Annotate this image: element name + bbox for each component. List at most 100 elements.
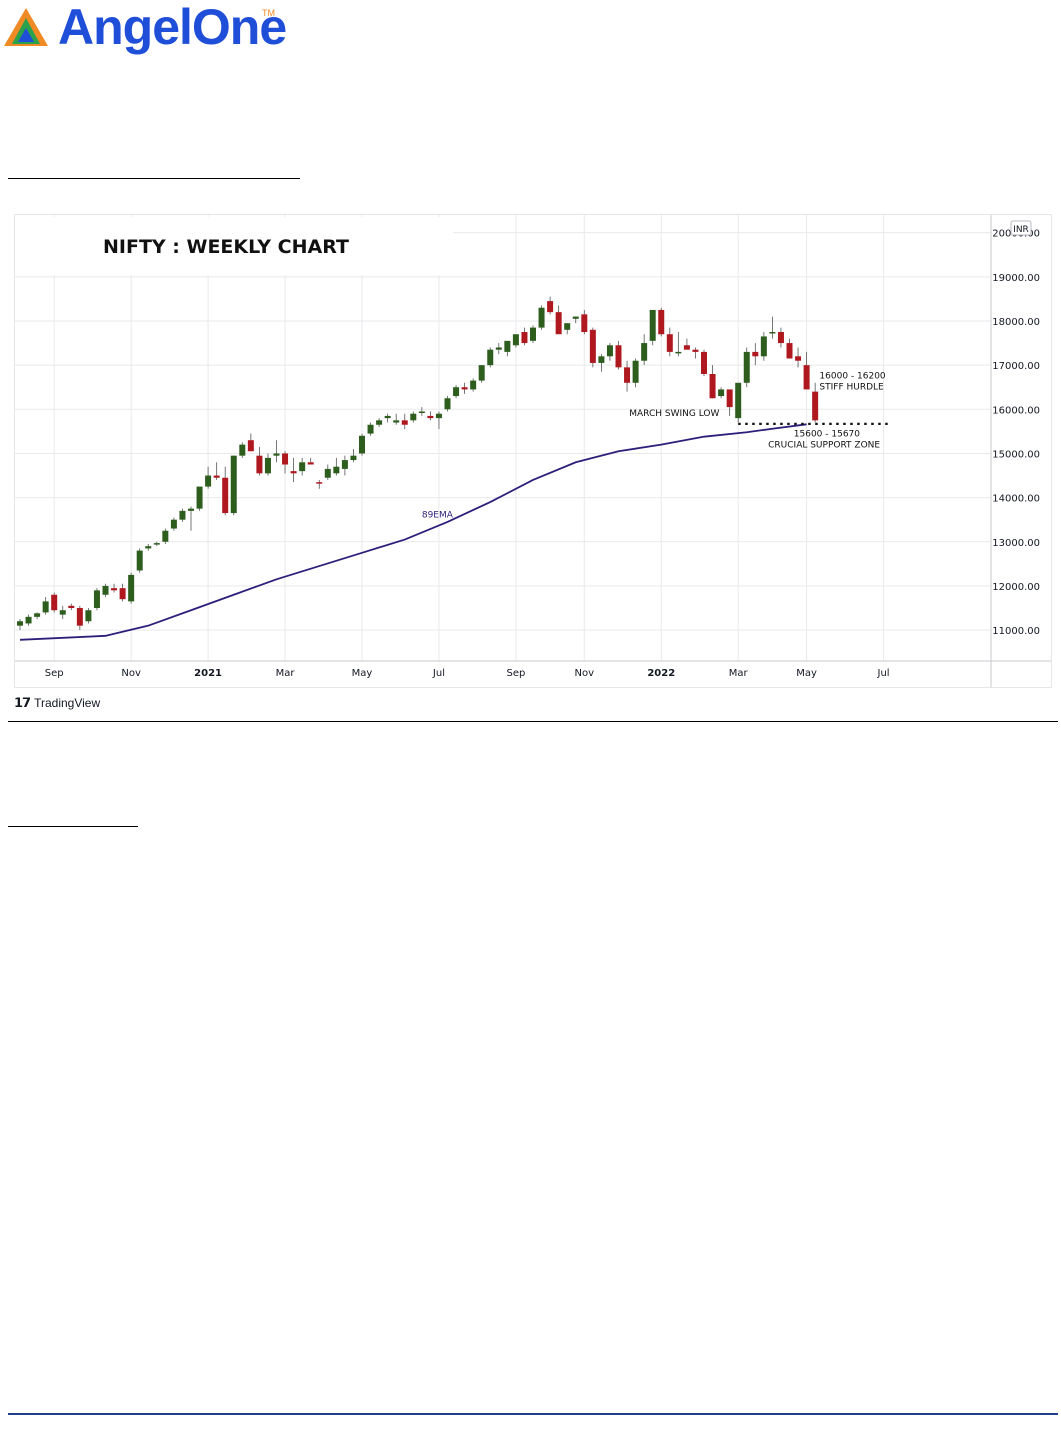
candle-down: [51, 594, 58, 611]
candlestick-chart-svg: NIFTY : WEEKLY CHART 11000.00 12000.00 1300…: [15, 215, 1051, 687]
candle-up: [17, 621, 23, 626]
candle-up: [512, 334, 519, 346]
angelone-mark-icon: [4, 8, 48, 46]
y-tick-label: 11000.00: [992, 626, 1040, 637]
candle-up: [718, 389, 725, 397]
candle-up: [649, 309, 656, 341]
candle-up: [564, 323, 571, 330]
candle-up: [359, 435, 365, 454]
candle-up: [632, 360, 639, 383]
y-tick-label: 18000.00: [992, 317, 1040, 328]
candle-up: [239, 444, 246, 456]
page-footer-line: [8, 1413, 1058, 1415]
tradingview-label: TradingView: [34, 696, 101, 710]
candle-up: [530, 327, 536, 341]
candle-up: [504, 340, 511, 352]
x-tick-label: Jul: [432, 668, 445, 679]
x-tick-label: Nov: [121, 668, 141, 679]
candle-up: [470, 380, 477, 390]
candle-up: [444, 398, 451, 410]
candle-up: [418, 411, 425, 414]
candle-up: [188, 508, 194, 511]
candle-up: [34, 613, 41, 617]
brand-tm: TM: [262, 8, 275, 18]
x-tick-label: 2022: [647, 668, 675, 679]
y-tick-label: 12000.00: [992, 582, 1040, 593]
candle-down: [521, 332, 528, 344]
candle-up: [453, 387, 460, 397]
x-tick-label: Nov: [575, 668, 595, 679]
chart-annotation: STIFF HURDLE: [819, 382, 884, 392]
candle-up: [495, 347, 502, 350]
candle-up: [435, 413, 442, 419]
candle-down: [624, 367, 631, 383]
candle-up: [102, 585, 109, 595]
candle-down: [76, 608, 83, 626]
candle-up: [333, 466, 340, 474]
candle-up: [350, 455, 357, 461]
candle-up: [42, 601, 49, 613]
candle-down: [701, 351, 707, 374]
candle-down: [111, 588, 118, 591]
candle-down: [692, 349, 699, 352]
candle-down: [795, 356, 802, 361]
x-tick-label: Jul: [877, 668, 890, 679]
candle-up: [230, 455, 237, 514]
candle-up: [25, 616, 32, 624]
candle-down: [307, 462, 314, 465]
y-tick-label: 16000.00: [992, 405, 1040, 416]
candle-up: [205, 475, 212, 487]
candle-down: [683, 345, 690, 350]
candle-down: [555, 312, 562, 335]
candle-up: [760, 336, 767, 357]
y-tick-label: 13000.00: [992, 538, 1040, 549]
candle-down: [589, 329, 596, 363]
candle-down: [812, 391, 819, 421]
tradingview-logo-icon: 𝟭𝟳: [14, 695, 31, 710]
candle-up: [641, 343, 648, 361]
candle-up: [128, 574, 135, 602]
candle-down: [658, 309, 665, 335]
currency-label: INR: [1013, 225, 1029, 235]
candle-up: [735, 382, 742, 419]
chart-annotation: MARCH SWING LOW: [629, 409, 719, 419]
x-tick-label: May: [352, 668, 373, 679]
y-tick-label: 15000.00: [992, 449, 1040, 460]
candle-up: [572, 316, 579, 319]
chart-annotation: CRUCIAL SUPPORT ZONE: [768, 440, 880, 450]
candle-down: [547, 301, 554, 313]
candle-up: [367, 424, 374, 434]
candle-down: [803, 365, 810, 390]
y-tick-label: 17000.00: [992, 361, 1040, 372]
candle-down: [615, 345, 622, 368]
candle-up: [179, 510, 186, 520]
candle-down: [213, 475, 220, 478]
x-tick-label: Sep: [506, 668, 525, 679]
ema-89-line: [19, 423, 807, 641]
x-tick-label: Mar: [729, 668, 749, 679]
chart-annotation: 15600 - 15670: [794, 430, 861, 440]
candle-up: [478, 365, 485, 381]
chart-bottom-divider: [8, 721, 1058, 722]
section-heading-underline-2: [8, 826, 138, 827]
x-tick-label: Sep: [45, 668, 64, 679]
candle-up: [675, 351, 682, 354]
candle-up: [606, 345, 613, 357]
candle-down: [290, 471, 297, 474]
candle-up: [162, 530, 169, 542]
candle-up: [93, 590, 100, 609]
candle-up: [136, 550, 143, 571]
y-tick-label: 14000.00: [992, 494, 1040, 505]
candle-up: [769, 332, 776, 334]
candle-up: [743, 351, 750, 383]
chart-annotation: 89EMA: [422, 510, 454, 520]
candle-down: [581, 314, 588, 333]
candle-down: [119, 588, 126, 600]
candle-up: [324, 468, 331, 478]
candle-up: [85, 610, 92, 622]
y-tick-label: 19000.00: [992, 273, 1040, 284]
candle-up: [410, 413, 417, 421]
candle-down: [777, 332, 784, 344]
candle-down: [461, 387, 468, 390]
chart-title: NIFTY : WEEKLY CHART: [103, 236, 349, 258]
